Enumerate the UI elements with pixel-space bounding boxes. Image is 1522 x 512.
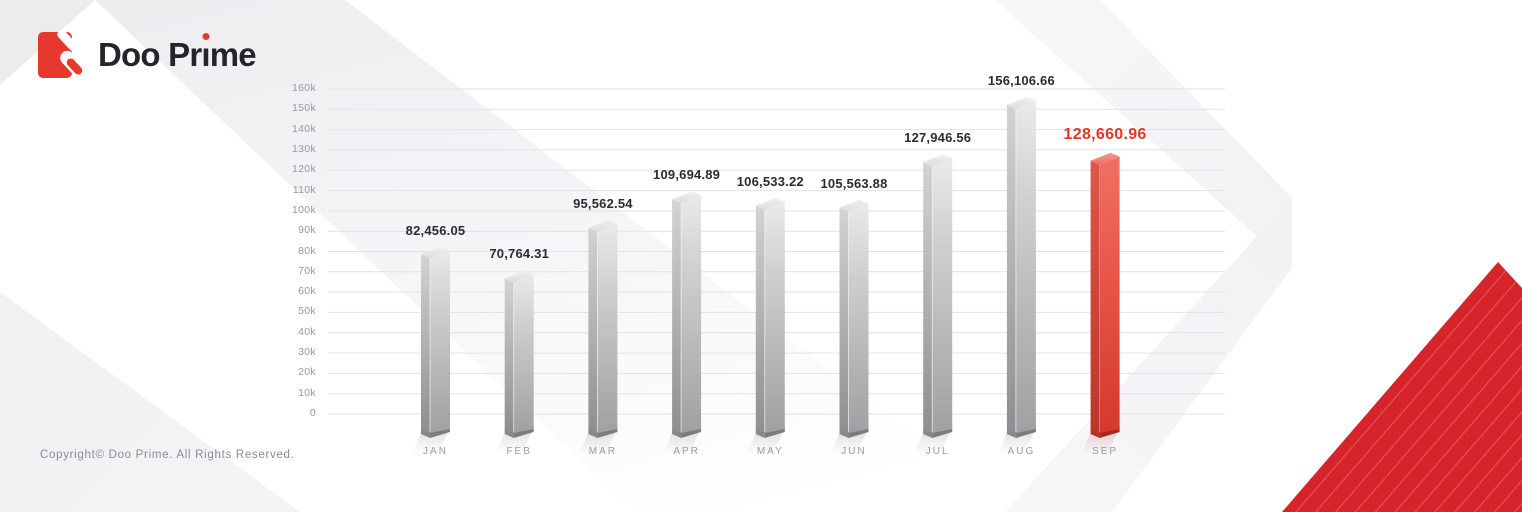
bar-top-face [923, 154, 953, 167]
bar-top-face [421, 246, 450, 259]
bar-front-face [1015, 100, 1036, 434]
bar-side-face [1090, 160, 1100, 433]
bar-side-face [1006, 104, 1016, 434]
bar-front-face [932, 158, 953, 433]
bar-jun [831, 199, 869, 454]
bar-jan [413, 246, 450, 454]
bar-side-face [421, 254, 430, 433]
bar-top-face [504, 270, 534, 283]
doo-prime-logo-icon [38, 30, 84, 78]
bar-feb [496, 270, 534, 454]
bar-sep [1082, 152, 1120, 454]
bar-front-face [764, 201, 785, 433]
bar-side-face [755, 205, 765, 433]
brand-name: Doo Prı me [98, 30, 257, 80]
bar-top-face [588, 219, 618, 232]
bar-top-face [1006, 96, 1036, 109]
bar-front-face [681, 195, 702, 433]
logo-i-dot [202, 33, 210, 40]
bar-top-face [839, 199, 869, 212]
bar-front-face [1099, 156, 1120, 433]
bar-side-face [923, 162, 933, 433]
bar-apr [664, 191, 702, 454]
bar-side-face [588, 227, 598, 433]
bar-top-face [1090, 152, 1120, 165]
bar-front-face [597, 223, 618, 433]
bar-top-face [755, 197, 785, 210]
copyright-text: Copyright© Doo Prime. All Rights Reserve… [40, 449, 295, 461]
bar-aug [998, 96, 1036, 454]
bar-mar [580, 219, 618, 454]
bar-side-face [672, 199, 682, 433]
bar-front-face [430, 250, 450, 433]
bar-may [747, 197, 785, 454]
bar-jul [915, 154, 953, 454]
bar-front-face [848, 203, 869, 433]
bar-side-face [504, 278, 514, 433]
bar-side-face [839, 207, 849, 433]
bar-front-face [513, 274, 534, 433]
bar-top-face [672, 191, 702, 204]
doo-prime-logo: Doo Prı me [38, 30, 257, 80]
